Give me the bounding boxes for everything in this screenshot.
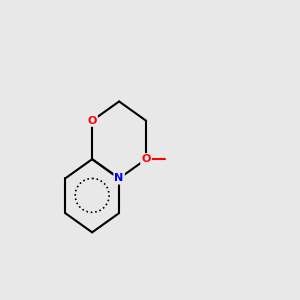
Text: O: O (141, 154, 151, 164)
Text: O: O (88, 116, 97, 126)
Text: N: N (115, 173, 124, 184)
